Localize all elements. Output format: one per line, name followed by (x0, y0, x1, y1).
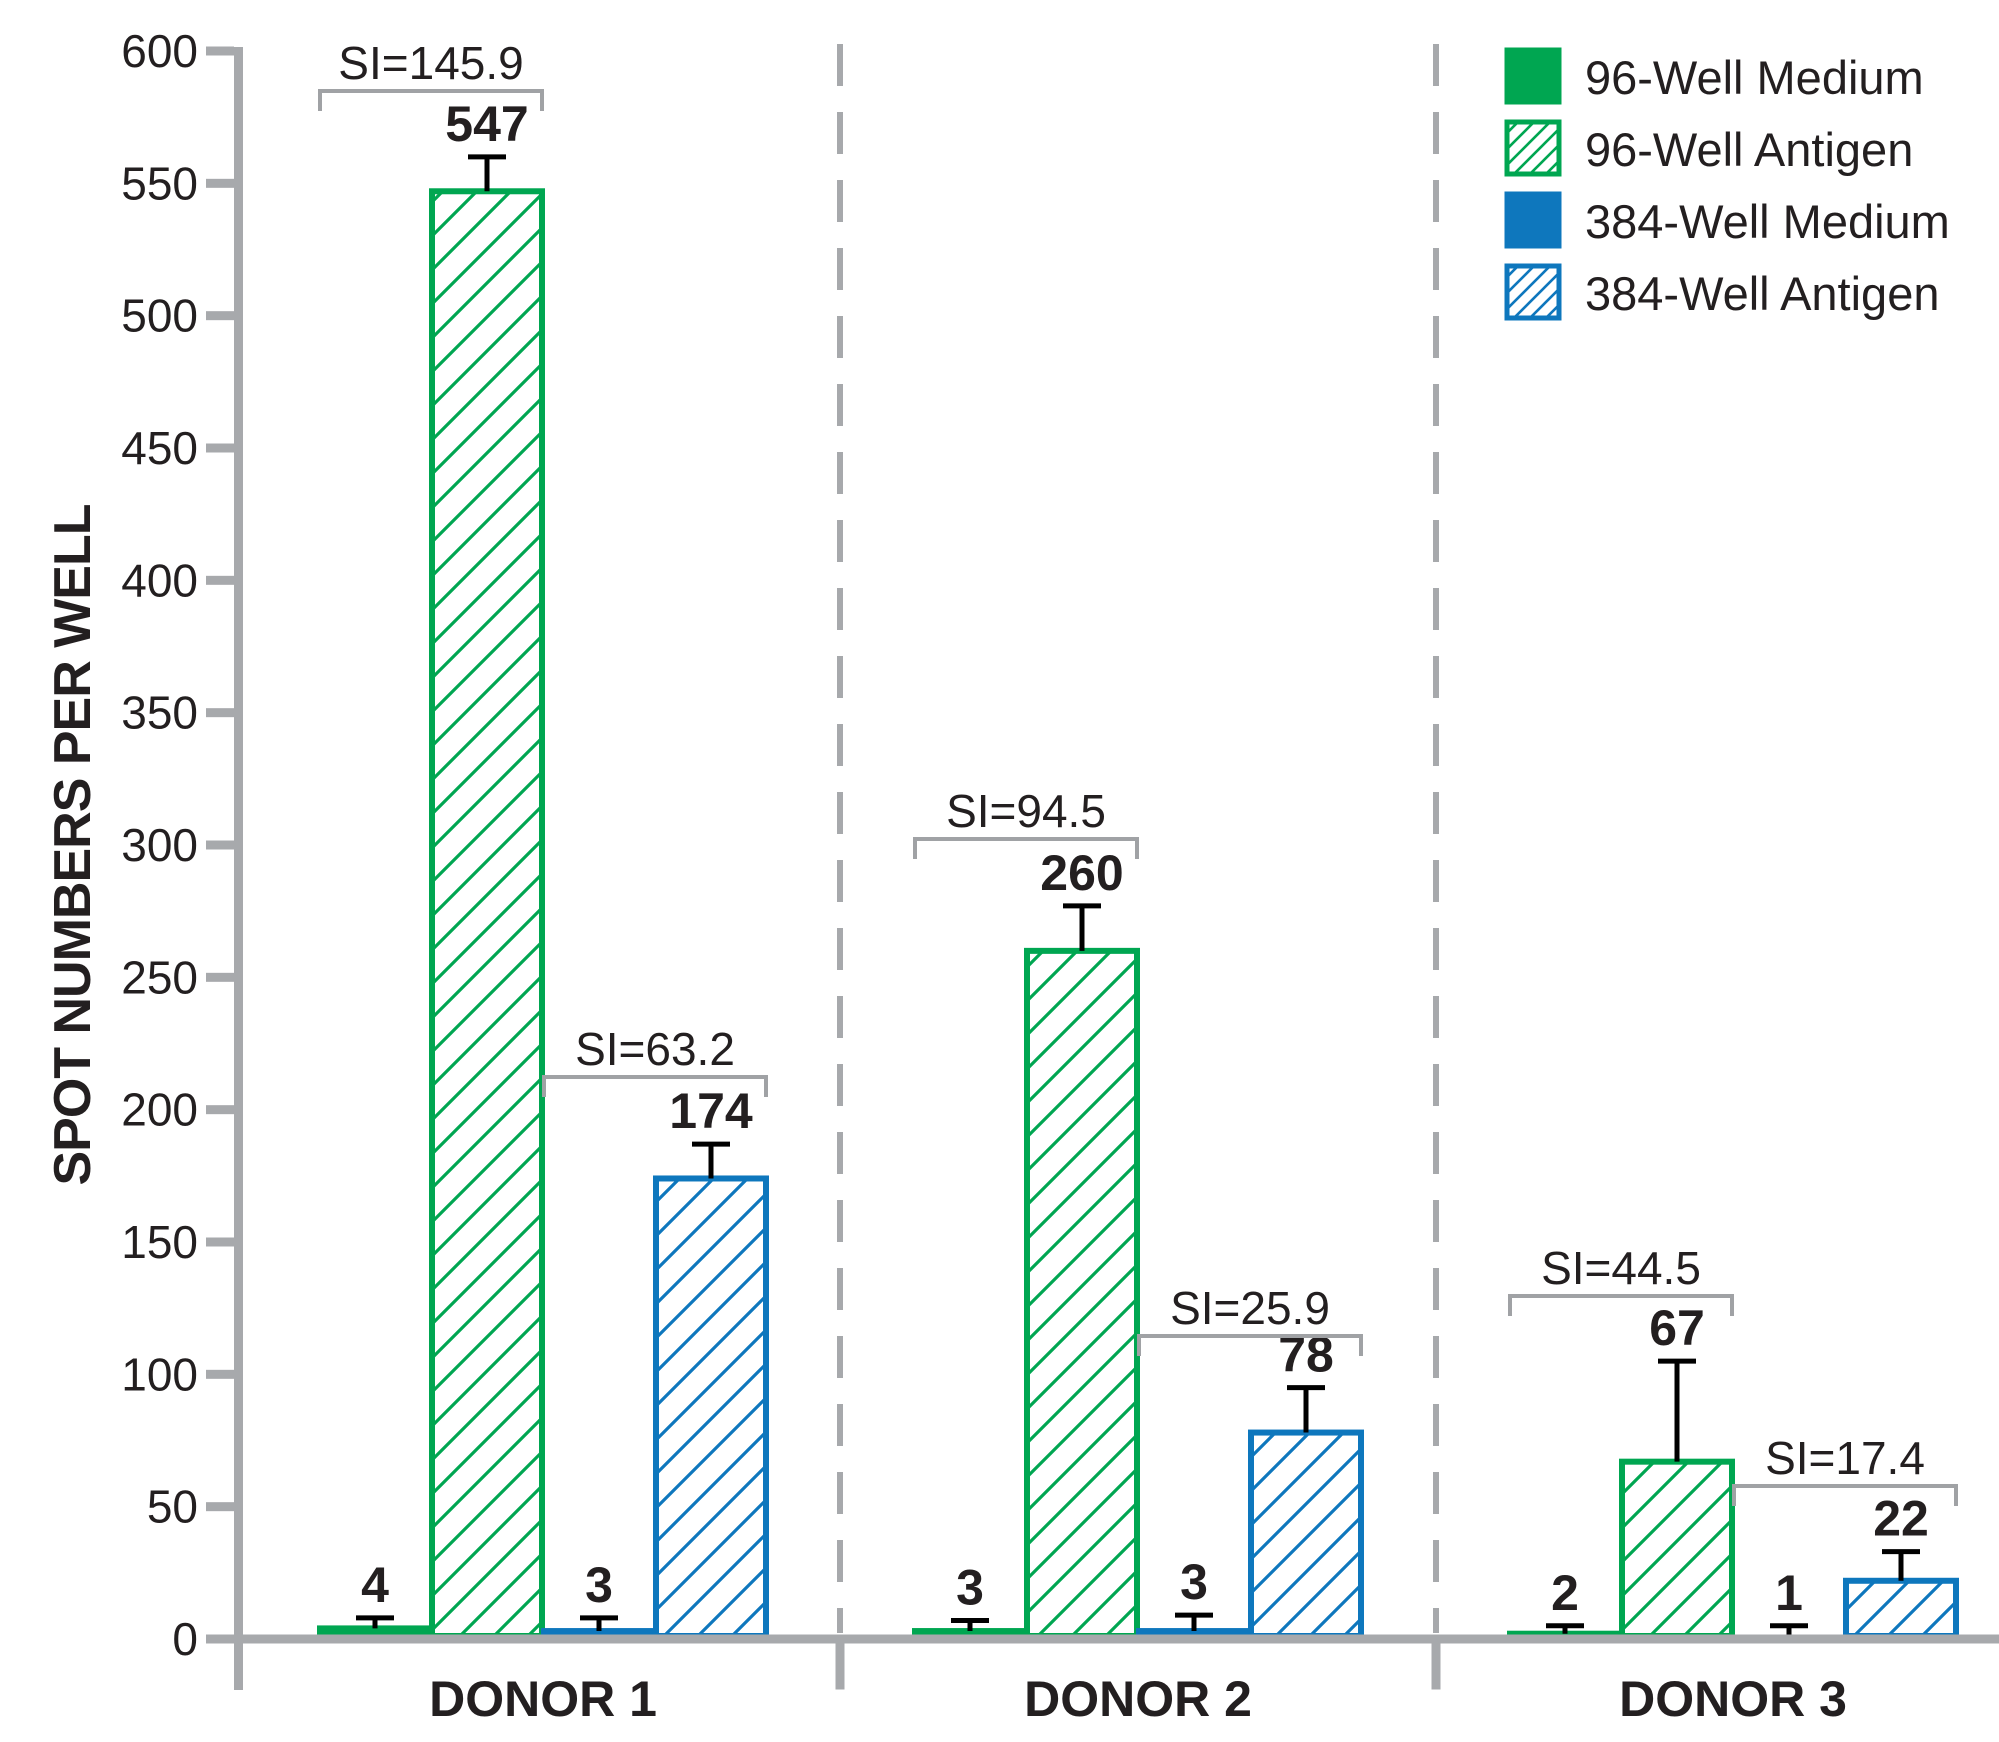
error-bar (692, 1141, 730, 1179)
y-axis-tick (206, 443, 234, 453)
legend-swatch-384-well-antigen (1504, 263, 1562, 321)
error-bar (1546, 1623, 1584, 1634)
legend-swatch-96-well-medium (1504, 47, 1562, 105)
y-axis-tick-label: 150 (121, 1216, 198, 1268)
error-bar (1175, 1612, 1213, 1632)
y-axis-tick-label: 250 (121, 951, 198, 1003)
error-bar (580, 1615, 618, 1632)
si-bracket (913, 837, 1139, 859)
y-axis-tick-label: 350 (121, 687, 198, 739)
y-axis-tick-label: 200 (121, 1084, 198, 1136)
y-axis-tick (206, 178, 234, 188)
y-axis-tick (206, 311, 234, 321)
y-axis-tick (206, 972, 234, 982)
y-axis-tick (206, 46, 234, 56)
si-label: SI=44.5 (1541, 1242, 1701, 1294)
bar-chart-canvas: 454731743260378267122SI=145.9SI=63.2SI=9… (44, 25, 1999, 1726)
y-axis-tick-label: 450 (121, 422, 198, 474)
y-axis-tick-label: 600 (121, 25, 198, 77)
si-label: SI=94.5 (946, 785, 1106, 837)
bar-value-label: 260 (1040, 845, 1123, 901)
si-bracket (318, 89, 544, 111)
legend-swatch-384-well-medium (1504, 191, 1562, 249)
y-axis-tick (206, 1237, 234, 1247)
error-bars (356, 154, 1920, 1637)
y-axis-tick-label: 550 (121, 157, 198, 209)
y-axis-tick (206, 1502, 234, 1512)
bar-value-label: 174 (669, 1083, 753, 1139)
bar-value-label: 4 (361, 1557, 389, 1613)
error-bar (1882, 1549, 1920, 1581)
y-axis-tick-label: 300 (121, 819, 198, 871)
bar-donor-2-384-well-antigen (1248, 1429, 1364, 1640)
bar-value-label: 3 (956, 1559, 984, 1615)
legend-label: 384-Well Medium (1585, 195, 1950, 248)
y-axis-tick-label: 400 (121, 554, 198, 606)
error-bar (356, 1615, 394, 1629)
si-label: SI=63.2 (575, 1023, 735, 1075)
y-axis-tick-label: 500 (121, 290, 198, 342)
si-label: SI=25.9 (1170, 1282, 1330, 1334)
x-axis-line (234, 1634, 1999, 1644)
y-axis-title: SPOT NUMBERS PER WELL (44, 504, 102, 1185)
si-bracket (542, 1075, 768, 1097)
bar-value-label: 67 (1649, 1300, 1705, 1356)
si-bracket (1732, 1484, 1958, 1506)
bar-value-label: 22 (1873, 1491, 1929, 1547)
x-axis-category-labels: DONOR 1 DONOR 2 DONOR 3 (429, 1671, 1847, 1726)
error-bar (1658, 1358, 1696, 1462)
bar-donor-1-96-well-antigen (429, 188, 545, 1640)
x-axis-group-tick (835, 1643, 845, 1690)
bar-value-label: 1 (1775, 1565, 1803, 1621)
y-axis-tick-label: 0 (172, 1613, 198, 1665)
legend-label: 96-Well Medium (1585, 51, 1924, 104)
bar-donor-2-96-well-antigen (1024, 947, 1140, 1639)
y-axis-tick-label: 50 (147, 1481, 198, 1533)
error-bar (1063, 903, 1101, 951)
bar-value-label: 3 (1180, 1554, 1208, 1610)
si-annotations: SI=145.9 SI=63.2 SI=94.5 SI=25.9 SI=44.5 SI=1… (318, 37, 1958, 1506)
y-axis-tick (206, 708, 234, 718)
si-label: SI=145.9 (338, 37, 523, 89)
error-bar (468, 154, 506, 192)
y-axis-tick (206, 1369, 234, 1379)
error-bar (1287, 1385, 1325, 1433)
legend-label: 96-Well Antigen (1585, 123, 1913, 176)
x-axis-category-label: DONOR 3 (1619, 1671, 1847, 1726)
y-axis-tick (206, 840, 234, 850)
y-axis-tick (206, 1105, 234, 1115)
x-axis-group-tick (1431, 1643, 1441, 1690)
si-bracket (1508, 1294, 1734, 1316)
elispot-bar-chart-figure: 4 547 3 174 3 260 3 78 2 67 1 22 SI=145.9 SI=63.2 SI=9… (40, 16, 1999, 1726)
bar-value-label: 3 (585, 1557, 613, 1613)
bar-donor-3-384-well-antigen (1843, 1577, 1959, 1639)
y-axis-tick (206, 1634, 234, 1644)
x-axis-category-label: DONOR 2 (1024, 1671, 1252, 1726)
si-bracket (1137, 1334, 1363, 1356)
y-axis-tick-label: 100 (121, 1348, 198, 1400)
bar-donor-1-384-well-antigen (653, 1175, 769, 1639)
bar-donor-3-96-well-antigen (1619, 1458, 1735, 1639)
bar-value-label: 2 (1551, 1565, 1579, 1621)
x-axis-category-label: DONOR 1 (429, 1671, 657, 1726)
y-axis-line (234, 47, 243, 1690)
error-bar (951, 1617, 989, 1632)
legend: 96-Well Medium 96-Well Antigen 384-Well Me… (1504, 47, 1950, 321)
legend-label: 384-Well Antigen (1585, 267, 1939, 320)
legend-swatch-96-well-antigen (1504, 119, 1562, 177)
si-label: SI=17.4 (1765, 1432, 1925, 1484)
bars (317, 188, 1959, 1640)
axes: 0 50 100 150 200 250 300 350 400 450 500 550 600 SPOT… (44, 25, 1999, 1690)
group-dividers (837, 44, 1439, 1633)
bar-value-label: 547 (445, 96, 528, 152)
y-axis-tick (206, 575, 234, 585)
